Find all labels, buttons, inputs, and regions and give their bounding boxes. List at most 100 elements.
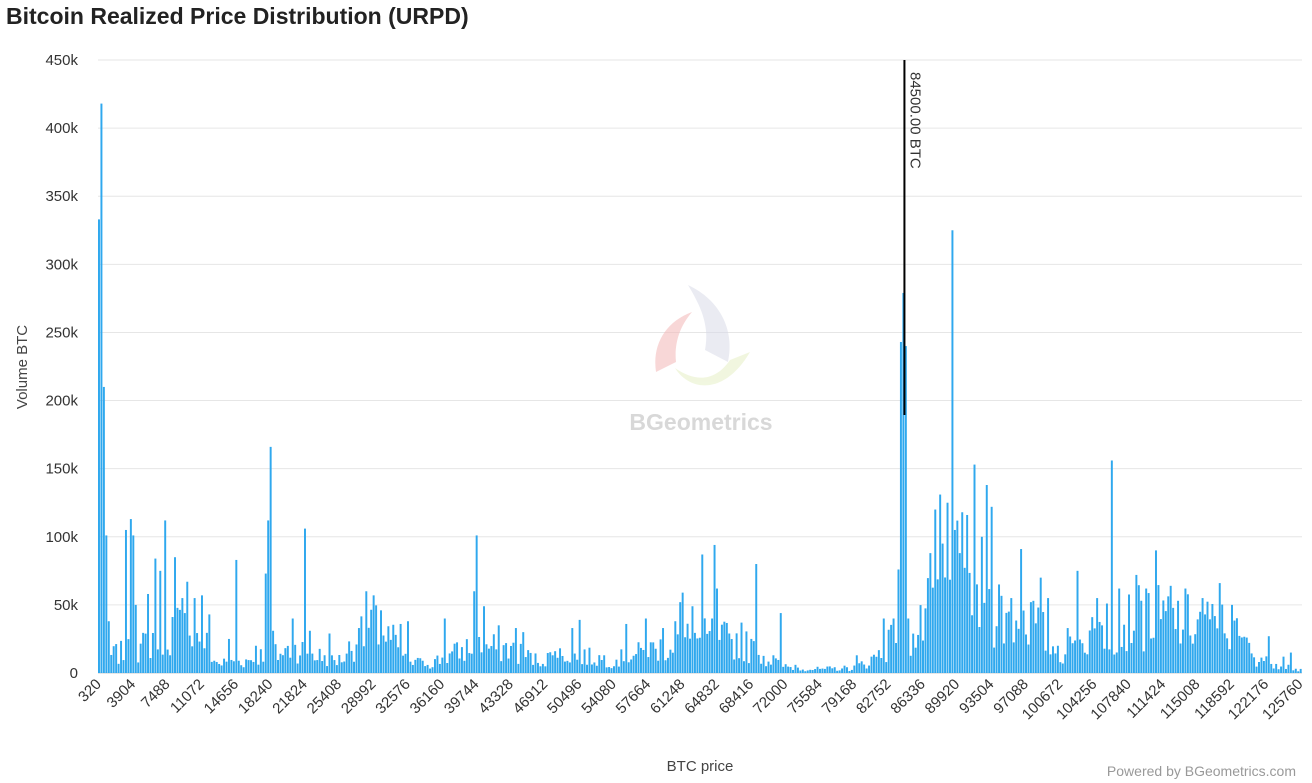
bar (1191, 643, 1194, 673)
bar (897, 569, 900, 673)
bar (1179, 643, 1182, 673)
bar (514, 628, 517, 673)
bar (203, 648, 206, 673)
bar (156, 649, 159, 673)
bar (1142, 651, 1145, 673)
bar (1262, 661, 1265, 673)
bar (208, 614, 211, 673)
bar (831, 668, 834, 673)
bar (191, 646, 194, 673)
bar (796, 667, 799, 673)
bar (311, 653, 314, 673)
bar (532, 664, 535, 673)
bar (892, 618, 895, 673)
bar (421, 660, 424, 673)
bar (355, 644, 358, 673)
bar (171, 617, 174, 673)
x-tick-label: 93504 (956, 676, 998, 718)
bar (465, 639, 468, 673)
bar (205, 632, 208, 673)
bar (407, 621, 409, 673)
bar (1294, 668, 1297, 673)
bar (561, 655, 564, 673)
bar (713, 544, 716, 673)
bar (1292, 670, 1295, 673)
bar (507, 658, 510, 673)
bar (1277, 669, 1280, 673)
y-tick-label: 400k (45, 120, 78, 137)
bar (1270, 663, 1273, 673)
bar (362, 646, 365, 673)
bar (330, 655, 333, 673)
y-tick-label: 50k (54, 597, 79, 614)
gridlines (98, 59, 1302, 674)
bar (174, 557, 176, 673)
bar (642, 649, 645, 673)
bar (500, 661, 503, 673)
bar (576, 659, 579, 673)
bar (1044, 650, 1047, 673)
bar (490, 646, 493, 673)
bar (750, 638, 753, 673)
bar (676, 634, 679, 673)
bar (1240, 637, 1243, 673)
bar (666, 657, 669, 673)
bar (377, 644, 380, 673)
bar (789, 667, 792, 673)
bar (1208, 619, 1211, 673)
bar (1091, 617, 1094, 673)
bar (1280, 666, 1283, 673)
bar (365, 591, 368, 673)
bar (120, 640, 123, 673)
bar (1071, 643, 1074, 673)
bar (431, 667, 434, 673)
bar (1105, 603, 1108, 673)
bar (1010, 598, 1013, 673)
bar (198, 641, 201, 673)
bar (110, 654, 113, 673)
bar (1155, 550, 1157, 673)
bar (1052, 646, 1054, 673)
bar (875, 656, 878, 673)
bar (725, 622, 728, 673)
bar (115, 644, 118, 673)
bar (738, 658, 741, 673)
bar (308, 630, 311, 673)
bar (1204, 614, 1207, 673)
bar (583, 649, 586, 673)
bar (1235, 618, 1238, 673)
bar (1137, 585, 1140, 673)
bar (804, 671, 807, 673)
x-tick-label: 32576 (372, 676, 414, 718)
bar (755, 564, 758, 673)
bar (865, 668, 868, 673)
bar (201, 595, 203, 673)
bar (414, 659, 417, 673)
bar (1267, 636, 1270, 673)
bar (1029, 602, 1032, 673)
bar (701, 554, 704, 673)
x-tick-label: 14656 (201, 676, 243, 718)
credit-link[interactable]: Powered by BGeometrics.com (1106, 763, 1296, 779)
bar (799, 670, 802, 673)
bar (357, 628, 360, 673)
bar (1228, 649, 1231, 673)
bar (333, 660, 336, 673)
bar (767, 661, 770, 673)
bar (1196, 619, 1199, 673)
bar (360, 616, 363, 673)
bar (1282, 656, 1285, 673)
bar (566, 660, 569, 673)
y-tick-label: 300k (45, 256, 78, 273)
bar (821, 668, 824, 673)
bar (1081, 643, 1084, 673)
bar (762, 655, 765, 673)
bar (1032, 600, 1035, 673)
bar (218, 663, 221, 673)
bar (1162, 600, 1165, 673)
bar (166, 649, 169, 673)
bar (995, 626, 998, 673)
bar (826, 666, 829, 673)
bar (370, 609, 373, 673)
